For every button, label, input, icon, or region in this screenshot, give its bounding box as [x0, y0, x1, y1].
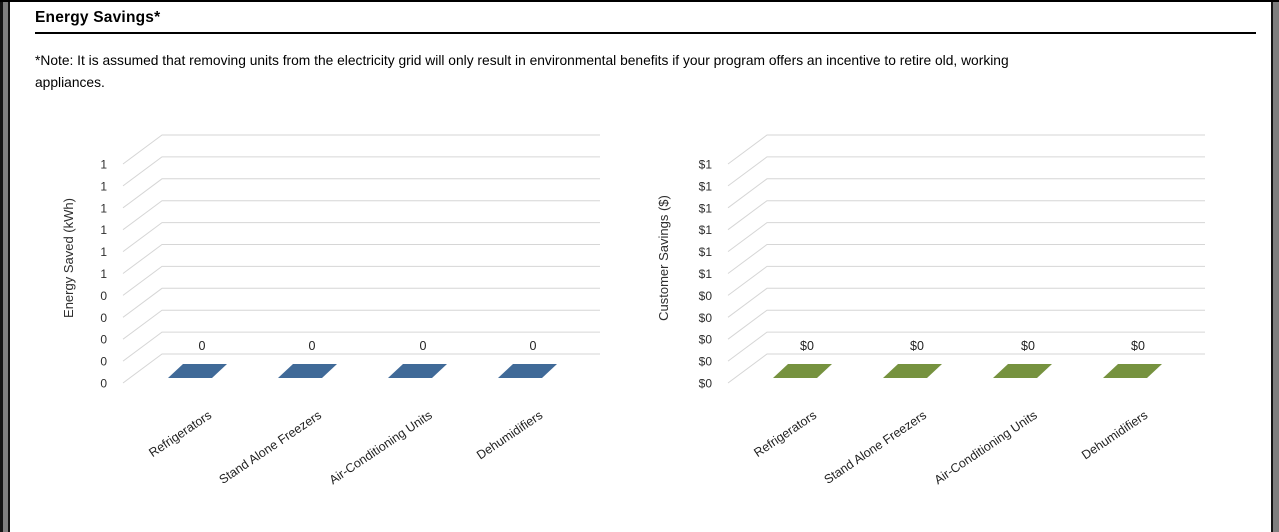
gridline [122, 287, 600, 318]
y-tick-label: 1 [100, 267, 107, 281]
gridline [727, 331, 1205, 362]
y-tick-label: $1 [699, 223, 713, 237]
y-axis-title: Energy Saved (kWh) [61, 198, 76, 318]
gridline [727, 309, 1205, 340]
left-window-gutter [0, 0, 10, 532]
bar-air-conditioning-units [993, 364, 1052, 378]
y-tick-label: $0 [699, 355, 713, 369]
bar-data-label: 0 [199, 339, 206, 353]
gridline [727, 178, 1205, 209]
bar-data-label: $0 [800, 339, 814, 353]
gridline [122, 222, 600, 253]
bar-data-label: 0 [309, 339, 316, 353]
y-tick-label: 1 [100, 158, 107, 172]
bar-refrigerators [773, 364, 832, 378]
y-tick-label: 0 [100, 377, 107, 391]
gridline [122, 265, 600, 296]
bar-refrigerators [168, 364, 227, 378]
gridline [727, 287, 1205, 318]
chart-canvas: $1 $1 $1 $1 $1 $1 $0 $0 $0 $0 $0 $0 $0 $0 $0 [699, 134, 1205, 391]
gridline [122, 331, 600, 362]
y-tick-label: $0 [699, 377, 713, 391]
gridline [122, 309, 600, 340]
gridline [122, 156, 600, 187]
y-tick-label: 1 [100, 201, 107, 215]
right-window-gutter [1271, 0, 1279, 532]
y-tick-label: 0 [100, 333, 107, 347]
gridline [727, 244, 1205, 274]
page-title: Energy Savings* [35, 9, 161, 26]
note-line-1: *Note: It is assumed that removing units… [35, 53, 1009, 68]
bar-dehumidifiers [498, 364, 557, 378]
y-tick-label: $0 [699, 289, 713, 303]
chart-canvas: 1 1 1 1 1 1 0 0 0 0 0 0 0 0 0 [100, 134, 600, 391]
y-tick-label: $1 [699, 267, 713, 281]
y-tick-label: $1 [699, 245, 713, 259]
note-paragraph: *Note: It is assumed that removing units… [35, 50, 1009, 94]
y-tick-label: 0 [100, 355, 107, 369]
y-tick-label: $1 [699, 201, 713, 215]
y-tick-label: 0 [100, 311, 107, 325]
y-tick-label: 1 [100, 223, 107, 237]
gridline [727, 353, 1205, 384]
bar-data-label: $0 [1131, 339, 1145, 353]
gridline [122, 244, 600, 274]
y-tick-label: $0 [699, 311, 713, 325]
gridline [122, 178, 600, 209]
bar-air-conditioning-units [388, 364, 447, 378]
y-tick-label: $1 [699, 158, 713, 172]
y-axis-title: Customer Savings ($) [656, 195, 671, 321]
note-line-2: appliances. [35, 75, 105, 90]
gridline [727, 265, 1205, 296]
gridline [727, 222, 1205, 253]
page-top-border [0, 0, 1279, 2]
gridline [727, 200, 1205, 231]
bar-stand-alone-freezers [278, 364, 337, 378]
gridline [122, 134, 600, 165]
y-tick-label: $1 [699, 179, 713, 193]
title-underline [35, 32, 1256, 34]
gridline [727, 134, 1205, 165]
bar-stand-alone-freezers [883, 364, 942, 378]
energy-saved-chart: 1 1 1 1 1 1 0 0 0 0 0 0 0 0 0 Refrigerators Stand Alone … [60, 125, 660, 525]
y-tick-label: $0 [699, 333, 713, 347]
bar-data-label: $0 [910, 339, 924, 353]
bar-data-label: $0 [1021, 339, 1035, 353]
gridline [122, 353, 600, 384]
bar-dehumidifiers [1103, 364, 1162, 378]
y-tick-label: 1 [100, 179, 107, 193]
gridline [122, 200, 600, 231]
gridline [727, 156, 1205, 187]
bar-data-label: 0 [530, 339, 537, 353]
y-tick-label: 1 [100, 245, 107, 259]
customer-savings-chart: $1 $1 $1 $1 $1 $1 $0 $0 $0 $0 $0 $0 $0 $0 $0 Refrigerat… [656, 125, 1265, 525]
y-tick-label: 0 [100, 289, 107, 303]
bar-data-label: 0 [420, 339, 427, 353]
